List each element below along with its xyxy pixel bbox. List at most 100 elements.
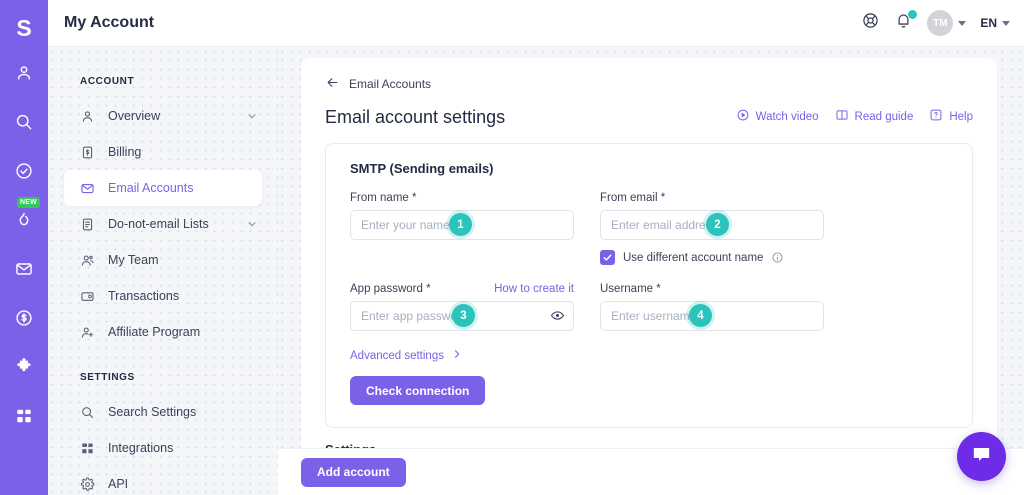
- app-password-label-row: App password * How to create it: [350, 283, 574, 295]
- app-password-group: App password * How to create it 3: [350, 283, 574, 331]
- helper-label: Read guide: [854, 110, 914, 123]
- apps-grid-icon: [80, 441, 97, 456]
- app-password-field: 3: [350, 301, 574, 331]
- notifications-button[interactable]: [894, 10, 918, 35]
- card-icon: [80, 289, 97, 304]
- info-icon[interactable]: [771, 251, 784, 264]
- from-name-label-row: From name *: [350, 192, 574, 204]
- use-different-account-name-checkbox[interactable]: [600, 250, 615, 265]
- support-button[interactable]: [861, 11, 880, 35]
- sidebar-item-transactions[interactable]: Transactions: [64, 278, 262, 314]
- read-guide-link[interactable]: Read guide: [835, 108, 914, 125]
- user-plus-icon: [80, 325, 97, 340]
- top-bar-actions: TM EN: [861, 10, 1010, 36]
- username-group: Username * 4: [600, 283, 824, 331]
- from-name-label: From name *: [350, 192, 417, 204]
- team-icon: [80, 253, 97, 268]
- chat-widget-button[interactable]: [957, 432, 1006, 481]
- next-section-title: Settings: [325, 442, 377, 451]
- help-link[interactable]: Help: [929, 108, 973, 125]
- bottom-action-bar: Add account: [278, 448, 1024, 495]
- sidebar-item-label: Affiliate Program: [108, 325, 201, 339]
- new-badge: NEW: [17, 197, 40, 208]
- eye-icon[interactable]: [550, 308, 565, 323]
- rail-item-integrations[interactable]: [0, 342, 48, 391]
- add-account-button[interactable]: Add account: [301, 457, 406, 487]
- sidebar-item-billing[interactable]: Billing: [64, 134, 262, 170]
- form-row-1: From name * 1 From email *: [350, 192, 948, 265]
- step-badge-3: 3: [452, 304, 475, 327]
- bell-icon: [894, 11, 913, 35]
- smtp-card: SMTP (Sending emails) From name * 1: [325, 143, 973, 428]
- sidebar-item-label: Do-not-email Lists: [108, 217, 209, 231]
- sidebar-item-my-team[interactable]: My Team: [64, 242, 262, 278]
- user-menu[interactable]: TM: [927, 10, 967, 36]
- main-content: Email Accounts Email account settings Wa…: [278, 47, 1024, 495]
- step-badge-2: 2: [706, 213, 729, 236]
- gear-icon: [80, 476, 97, 492]
- chevron-down-icon: [1002, 20, 1010, 26]
- play-circle-icon: [736, 108, 750, 125]
- rail-item-user[interactable]: [0, 48, 48, 97]
- how-to-create-it-link[interactable]: How to create it: [494, 283, 574, 295]
- dollar-circle-icon: [14, 308, 34, 328]
- sidebar-item-search-settings[interactable]: Search Settings: [64, 394, 262, 430]
- rail-item-tasks[interactable]: [0, 146, 48, 195]
- use-different-account-name-row: Use different account name: [600, 250, 824, 265]
- check-connection-button[interactable]: Check connection: [350, 376, 486, 405]
- user-icon: [80, 109, 97, 124]
- sidebar-heading-settings: SETTINGS: [80, 372, 135, 383]
- sidebar-item-affiliate-program[interactable]: Affiliate Program: [64, 314, 262, 350]
- content-panel: Email Accounts Email account settings Wa…: [301, 58, 997, 495]
- rail-item-campaigns[interactable]: NEW: [0, 195, 48, 244]
- sidebar-item-label: Overview: [108, 109, 161, 123]
- sidebar-heading-account: ACCOUNT: [80, 76, 135, 87]
- from-email-field: 2: [600, 210, 824, 240]
- mail-icon: [80, 181, 97, 196]
- watch-video-link[interactable]: Watch video: [736, 108, 819, 125]
- helper-label: Help: [949, 110, 973, 123]
- username-input[interactable]: [600, 301, 824, 331]
- chevron-right-icon: [451, 348, 463, 363]
- language-label: EN: [980, 16, 997, 30]
- rail-item-billing[interactable]: [0, 293, 48, 342]
- billing-icon: [80, 145, 97, 160]
- user-icon: [14, 63, 34, 83]
- step-badge-4: 4: [689, 304, 712, 327]
- from-email-label: From email *: [600, 192, 666, 204]
- username-label: Username *: [600, 283, 661, 295]
- list-icon: [80, 217, 97, 232]
- sidebar-item-integrations[interactable]: Integrations: [64, 430, 262, 466]
- rail-item-mail[interactable]: [0, 244, 48, 293]
- rail-item-apps[interactable]: [0, 391, 48, 440]
- apps-grid-icon: [14, 406, 34, 426]
- sidebar-item-label: Billing: [108, 145, 142, 159]
- rail-item-search[interactable]: [0, 97, 48, 146]
- breadcrumb[interactable]: Email Accounts: [325, 75, 973, 93]
- language-selector[interactable]: EN: [980, 16, 1010, 30]
- from-name-field: 1: [350, 210, 574, 240]
- advanced-settings-toggle[interactable]: Advanced settings: [350, 348, 948, 363]
- check-circle-icon: [14, 161, 34, 181]
- sidebar-item-label: Transactions: [108, 289, 180, 303]
- use-different-account-name-label: Use different account name: [623, 251, 764, 264]
- mail-icon: [14, 259, 34, 279]
- sidebar-item-api[interactable]: API: [64, 466, 262, 495]
- sidebar-item-label: Integrations: [108, 441, 174, 455]
- arrow-left-icon: [325, 75, 340, 93]
- chat-bubble-icon: [970, 443, 993, 471]
- section-heading: Email account settings: [325, 107, 506, 127]
- breadcrumb-label: Email Accounts: [349, 77, 432, 91]
- title-row: Email account settings Watch video Read …: [325, 107, 973, 128]
- sidebar-item-do-not-email-lists[interactable]: Do-not-email Lists: [64, 206, 262, 242]
- flame-icon: [14, 210, 34, 230]
- from-name-group: From name * 1: [350, 192, 574, 265]
- sidebar-item-label: Search Settings: [108, 405, 197, 419]
- sidebar-item-overview[interactable]: Overview: [64, 98, 262, 134]
- question-box-icon: [929, 108, 943, 125]
- sidebar-item-email-accounts[interactable]: Email Accounts: [64, 170, 262, 206]
- sidebar-item-label: My Team: [108, 253, 159, 267]
- app-logo[interactable]: S: [16, 14, 32, 41]
- from-email-label-row: From email *: [600, 192, 824, 204]
- search-icon: [80, 405, 97, 420]
